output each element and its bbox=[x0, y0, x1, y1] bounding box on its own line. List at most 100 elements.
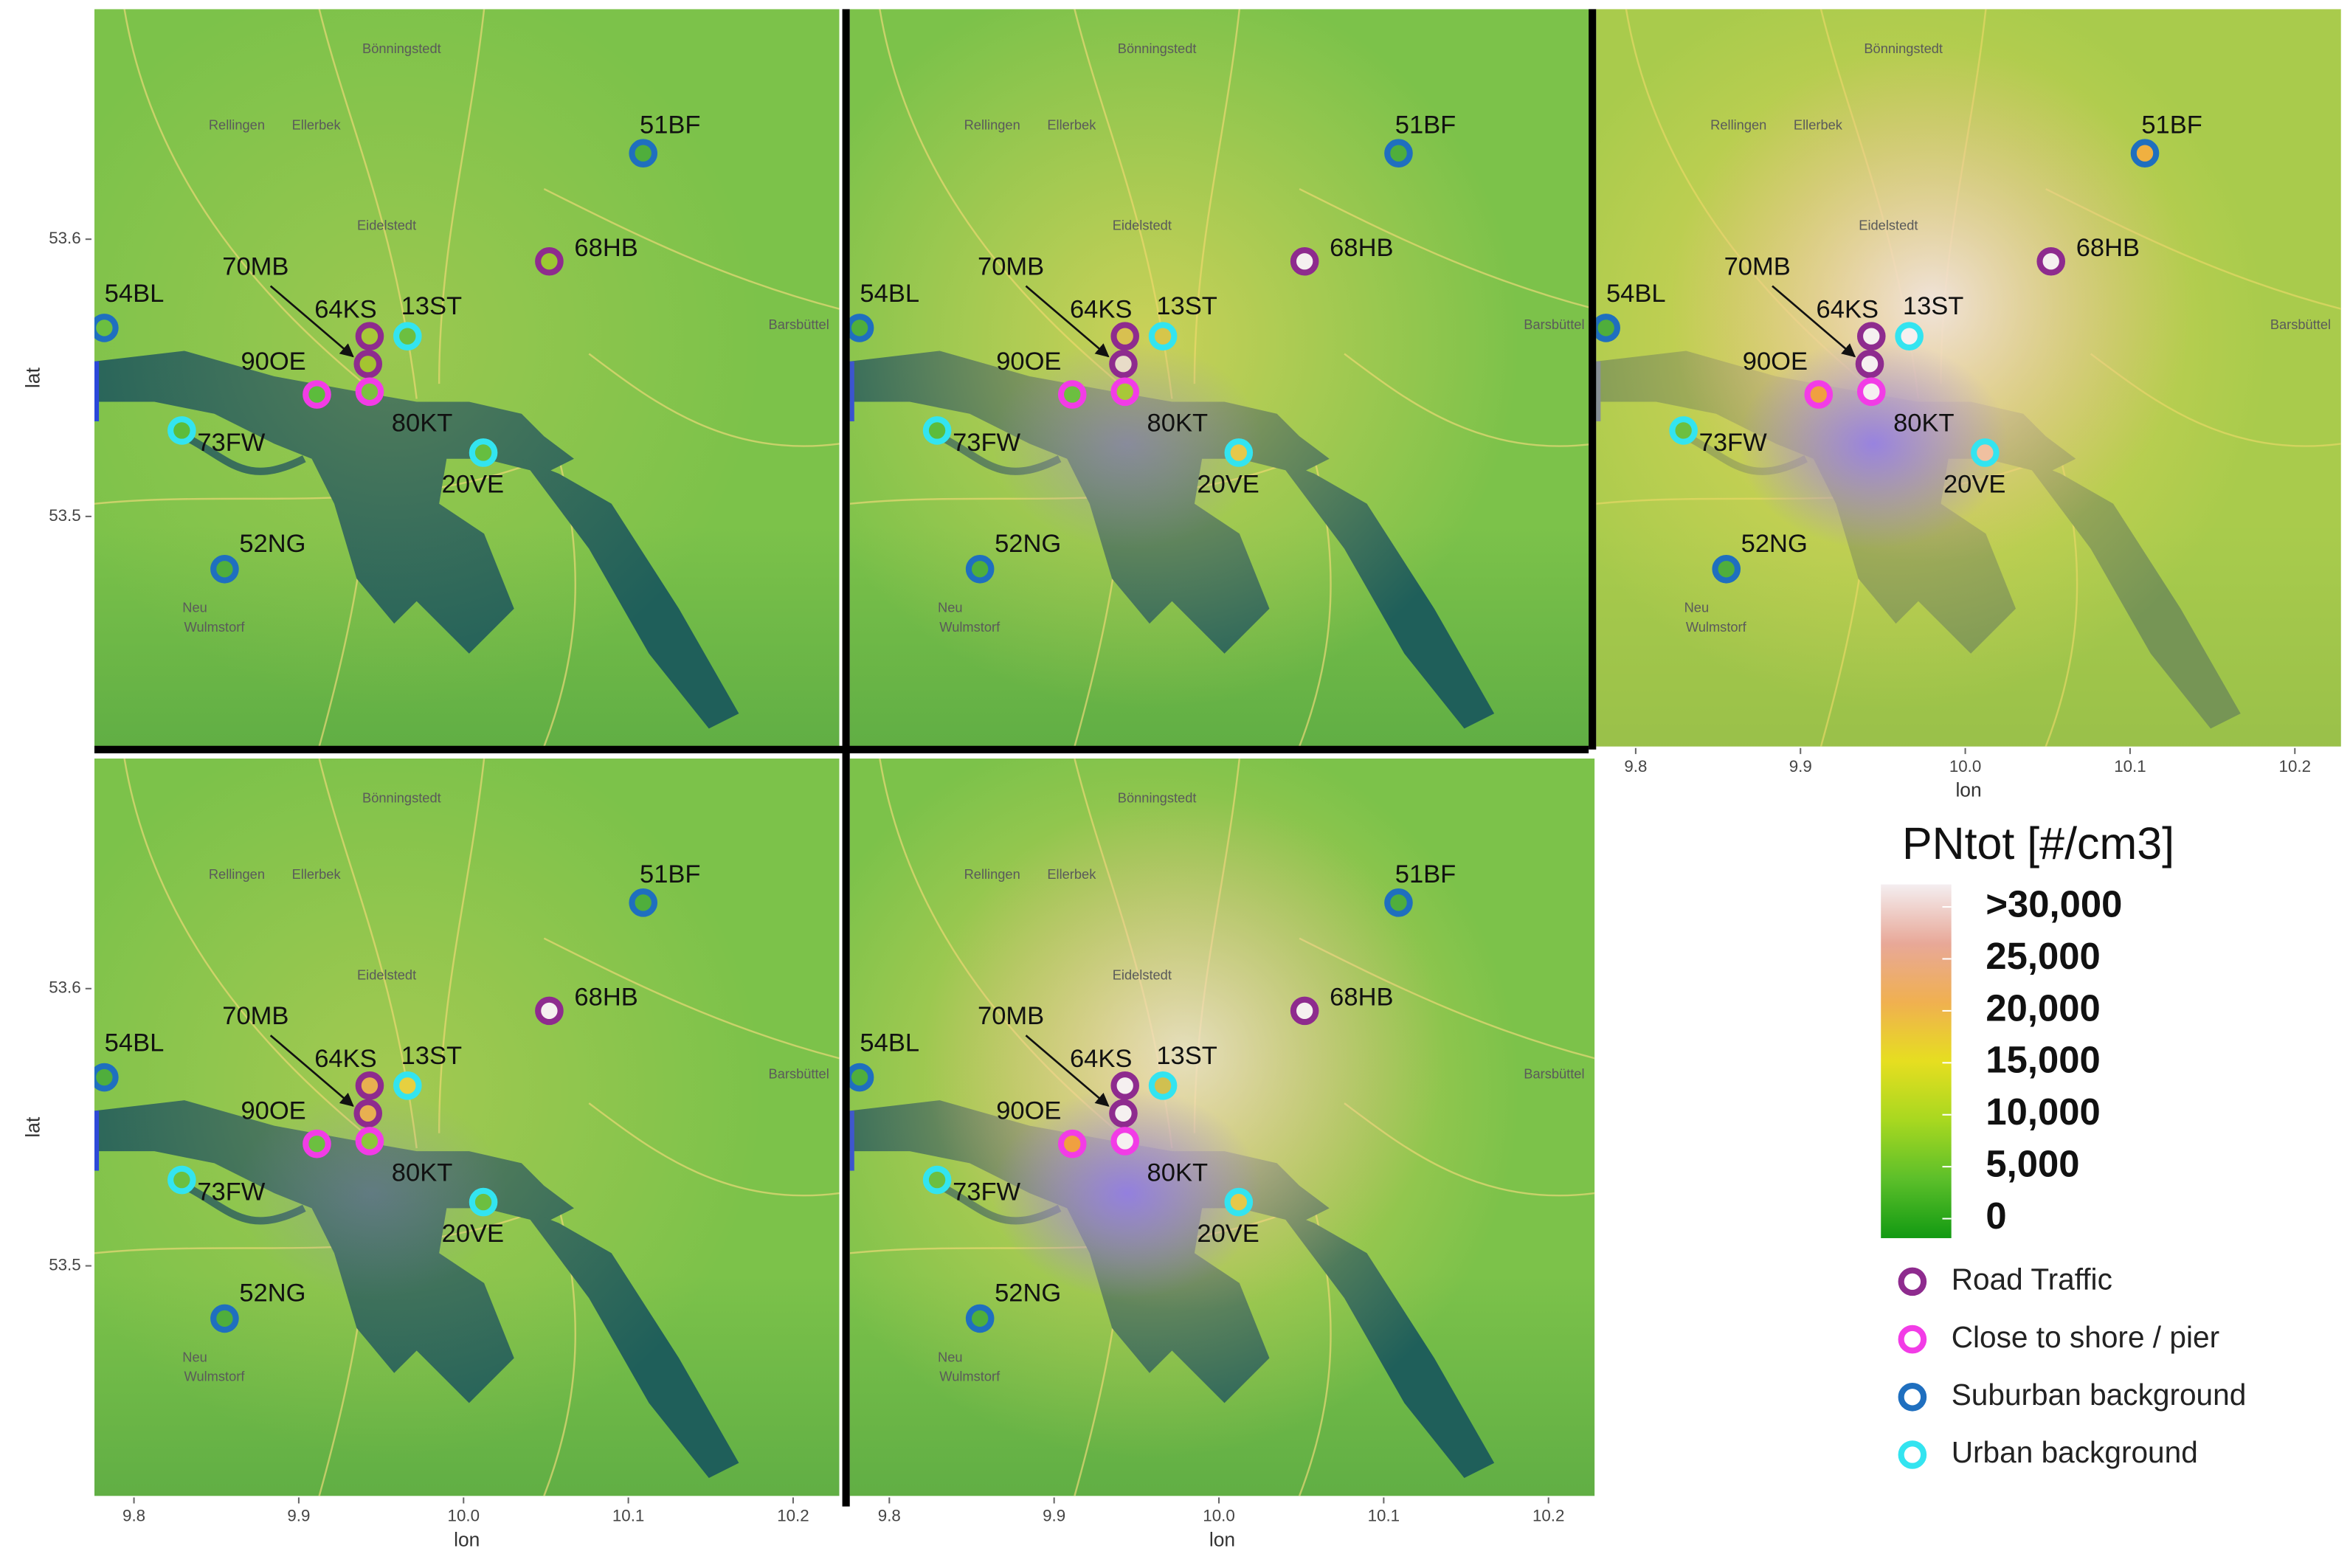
station-label: 80KT bbox=[1147, 410, 1209, 438]
place-label: Barsbüttel bbox=[769, 1066, 829, 1081]
station-label: 13ST bbox=[401, 292, 463, 320]
station-label: 68HB bbox=[1330, 984, 1393, 1012]
station-marker bbox=[1384, 888, 1413, 917]
station-label: 20VE bbox=[442, 1220, 504, 1248]
place-label: Eidelstedt bbox=[1113, 967, 1172, 982]
station-marker bbox=[1057, 1129, 1087, 1158]
station-label: 70MB bbox=[222, 252, 288, 280]
colorbar-label: 10,000 bbox=[1986, 1091, 2100, 1133]
legend-label: Urban background bbox=[1952, 1435, 2198, 1469]
station-marker bbox=[1110, 377, 1140, 407]
place-label: Rellingen bbox=[964, 117, 1020, 133]
pointer-arrow bbox=[1772, 285, 1856, 358]
y-axis-title: lat bbox=[22, 1116, 44, 1138]
station-label: 90OE bbox=[1743, 348, 1808, 376]
place-label: Barsbüttel bbox=[2270, 317, 2331, 332]
station-marker bbox=[167, 416, 196, 445]
x-tick-label: 9.8 bbox=[1624, 757, 1647, 776]
legend-label: Suburban background bbox=[1952, 1378, 2247, 1412]
station-label: 51BF bbox=[1395, 860, 1456, 888]
station-label: 64KS bbox=[314, 295, 376, 323]
station-marker bbox=[1971, 438, 2000, 467]
legend-marker bbox=[1898, 1440, 1927, 1469]
station-marker bbox=[393, 1071, 422, 1100]
x-tick-label: 10.1 bbox=[2114, 757, 2146, 776]
station-label: 13ST bbox=[1156, 292, 1217, 320]
y-tick-label: 53.6 bbox=[49, 978, 80, 997]
legend-label: Close to shore / pier bbox=[1952, 1320, 2219, 1354]
panel-content: Bönningstedt Rellingen Ellerbek Eidelstedt B… bbox=[849, 758, 1595, 1496]
place-label: Neu bbox=[938, 600, 963, 615]
colorbar-label: 25,000 bbox=[1986, 935, 2100, 977]
colorbar bbox=[1881, 884, 1952, 1238]
station-marker bbox=[849, 314, 874, 342]
station-marker bbox=[1110, 1127, 1140, 1156]
station-marker bbox=[1856, 322, 1886, 350]
station-label: 20VE bbox=[1943, 470, 2005, 498]
station-marker bbox=[469, 1187, 498, 1217]
colorbar-label: 5,000 bbox=[1986, 1143, 2079, 1185]
station-marker bbox=[1110, 322, 1140, 350]
station-marker bbox=[393, 322, 422, 350]
station-marker bbox=[1856, 377, 1886, 407]
station-marker bbox=[535, 246, 564, 276]
station-label: 54BL bbox=[105, 280, 165, 308]
legend-marker bbox=[1898, 1324, 1927, 1354]
colorbar-label: 15,000 bbox=[1986, 1039, 2100, 1081]
station-marker bbox=[1148, 1071, 1178, 1100]
station-marker bbox=[629, 888, 658, 917]
station-label: 51BF bbox=[640, 111, 701, 139]
station-label: 13ST bbox=[1156, 1042, 1217, 1070]
legend-marker bbox=[1898, 1382, 1927, 1412]
station-label: 51BF bbox=[640, 860, 701, 888]
station-label: 54BL bbox=[105, 1029, 165, 1057]
x-axis-title: lon bbox=[1209, 1528, 1235, 1550]
x-tick-label: 10.0 bbox=[1203, 1507, 1234, 1525]
colorbar-label: 20,000 bbox=[1986, 987, 2100, 1029]
station-label: 20VE bbox=[1197, 470, 1259, 498]
place-label: Rellingen bbox=[209, 117, 265, 133]
station-marker bbox=[1895, 322, 1924, 350]
station-label: 54BL bbox=[1606, 280, 1666, 308]
map-panel: Bönningstedt Rellingen Ellerbek Eidelstedt B… bbox=[1596, 9, 2341, 801]
x-tick-label: 9.8 bbox=[878, 1507, 901, 1525]
place-label: Rellingen bbox=[209, 866, 265, 882]
x-tick-label: 9.9 bbox=[1043, 1507, 1065, 1525]
station-marker bbox=[210, 554, 239, 584]
station-marker bbox=[1109, 1099, 1138, 1128]
station-label: 68HB bbox=[574, 984, 637, 1012]
place-label: Barsbüttel bbox=[1524, 1066, 1584, 1081]
station-label: 64KS bbox=[314, 1045, 376, 1073]
place-label: Bönningstedt bbox=[362, 41, 441, 56]
station-label: 73FW bbox=[1699, 429, 1767, 457]
place-label: Neu bbox=[938, 1349, 963, 1364]
station-marker bbox=[355, 377, 384, 407]
station-label: 80KT bbox=[1893, 410, 1955, 438]
x-tick-label: 10.0 bbox=[1949, 757, 1981, 776]
station-label: 73FW bbox=[197, 429, 265, 457]
map-panel: Bönningstedt Rellingen Ellerbek Eidelstedt B… bbox=[849, 758, 1595, 1550]
station-marker bbox=[922, 416, 952, 445]
station-label: 73FW bbox=[953, 1178, 1020, 1206]
station-marker bbox=[1596, 314, 1620, 342]
place-label: Bönningstedt bbox=[1118, 41, 1197, 56]
station-label: 80KT bbox=[1147, 1158, 1209, 1187]
x-tick-label: 10.1 bbox=[1368, 1507, 1400, 1525]
place-label: Ellerbek bbox=[1794, 117, 1843, 133]
station-label: 52NG bbox=[239, 530, 305, 558]
x-tick-label: 9.9 bbox=[1789, 757, 1812, 776]
station-marker bbox=[1224, 438, 1254, 467]
station-label: 73FW bbox=[197, 1178, 265, 1206]
station-marker bbox=[2130, 139, 2160, 168]
pointer-arrow bbox=[1025, 285, 1110, 358]
station-marker bbox=[167, 1165, 196, 1195]
legend-title: PNtot [#/cm3] bbox=[1902, 818, 2174, 868]
place-label: Ellerbek bbox=[1047, 866, 1096, 882]
station-marker bbox=[355, 1127, 384, 1156]
place-label: Ellerbek bbox=[292, 866, 342, 882]
place-label: Ellerbek bbox=[292, 117, 342, 133]
station-marker bbox=[1057, 380, 1087, 409]
station-marker bbox=[1224, 1187, 1254, 1217]
x-axis-title: lon bbox=[454, 1528, 480, 1550]
